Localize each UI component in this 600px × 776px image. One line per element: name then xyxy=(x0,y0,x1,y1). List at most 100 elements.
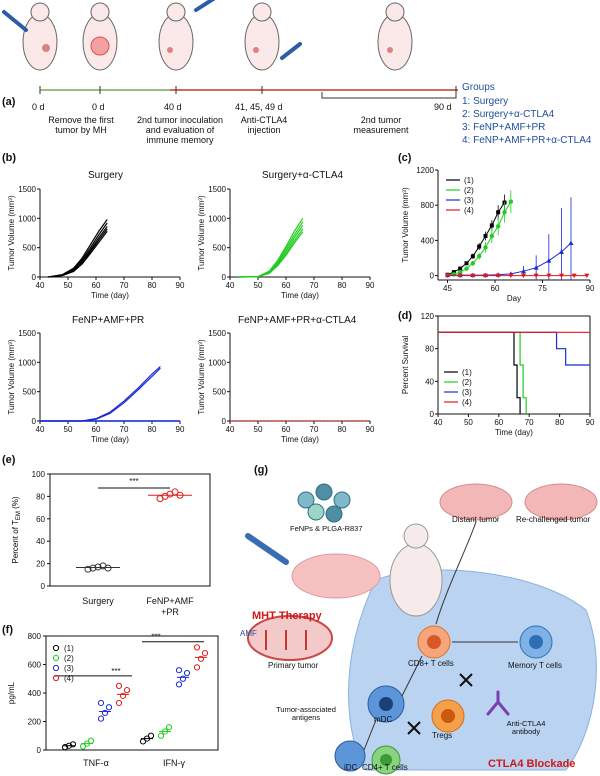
data-point xyxy=(175,667,183,674)
data-point xyxy=(483,245,488,250)
label-memory-t-cells: Memory T cells xyxy=(508,661,562,670)
x-tick-label: 70 xyxy=(310,281,319,290)
y-tick-label: 1500 xyxy=(18,185,36,194)
data-point xyxy=(197,655,205,662)
data-point xyxy=(568,240,574,246)
data-point xyxy=(115,699,123,707)
x-tick-label: 80 xyxy=(148,425,157,434)
legend-swatch xyxy=(52,664,60,672)
data-point xyxy=(87,737,95,744)
significance-label: *** xyxy=(151,633,160,642)
legend-label: (3) xyxy=(464,196,474,205)
x-tick-label: 90 xyxy=(586,418,595,427)
series-line xyxy=(48,226,108,278)
series-line xyxy=(40,365,161,422)
data-point xyxy=(104,564,112,572)
legend-label: (3) xyxy=(64,664,74,673)
data-point xyxy=(533,265,539,270)
y-axis-label: Percent Survival xyxy=(401,336,410,394)
x-tick-label: 60 xyxy=(92,425,101,434)
x-tick-label: 40 xyxy=(226,281,235,290)
chart-f: 0 200 400 600 800 pg/mL *** *** (1)(2)(3)(4) TNF-… xyxy=(7,632,219,768)
data-point xyxy=(123,687,131,694)
legend-swatch xyxy=(52,644,60,652)
y-tick-label: 400 xyxy=(421,236,435,245)
legend-swatch xyxy=(52,654,60,662)
data-point xyxy=(147,732,155,739)
data-point xyxy=(165,724,173,731)
y-tick-label: 1500 xyxy=(18,329,36,338)
data-point xyxy=(489,223,494,228)
y-axis-label: Tumor Volume (mm³) xyxy=(7,339,16,415)
series-line xyxy=(447,202,505,276)
label-distant-tumor: Distant tumor xyxy=(452,515,500,524)
group-2: 2: Surgery+α-CTLA4 xyxy=(462,109,555,120)
data-point xyxy=(83,740,91,747)
timeline-day-90: 90 d xyxy=(434,102,452,112)
x-tick-label: 80 xyxy=(338,281,347,290)
data-point xyxy=(176,491,184,499)
y-tick-label: 0 xyxy=(222,417,227,426)
label-tregs: Tregs xyxy=(432,731,453,740)
legend-swatch xyxy=(52,674,60,682)
category-label: TNF-α xyxy=(83,758,109,768)
label-amf: AMF xyxy=(240,629,257,638)
x-tick-label: 50 xyxy=(254,425,263,434)
step-remove-tumor: Remove the first tumor by MH xyxy=(48,115,114,135)
data-point xyxy=(470,261,476,266)
step-2nd-measurement: 2nd tumor measurement xyxy=(353,115,409,135)
legend-label: (4) xyxy=(64,674,74,683)
data-point xyxy=(171,488,179,496)
label-cd8-t-cells: CD8+ T cells xyxy=(408,659,454,668)
data-point xyxy=(79,743,87,750)
y-tick-label: 20 xyxy=(36,560,45,569)
data-point xyxy=(179,675,187,682)
label-anti-ctla4-antibody: Anti-CTLA4 antibody xyxy=(506,719,546,737)
x-tick-label: 40 xyxy=(226,425,235,434)
x-tick-label: 80 xyxy=(148,281,157,290)
treg-icon xyxy=(431,699,465,733)
data-point xyxy=(470,254,475,259)
y-tick-label: 500 xyxy=(213,388,227,397)
y-tick-label: 0 xyxy=(41,582,46,591)
x-tick-label: 80 xyxy=(555,418,564,427)
data-point xyxy=(559,273,564,279)
rechallenged-tumor-shape xyxy=(524,483,598,521)
y-tick-label: 120 xyxy=(421,312,435,321)
x-tick-label: 90 xyxy=(586,284,595,293)
panel-e-label: (e) xyxy=(2,454,16,466)
x-tick-label: 60 xyxy=(491,284,500,293)
x-tick-label: 40 xyxy=(36,281,45,290)
data-point xyxy=(69,741,77,748)
x-tick-label: 60 xyxy=(282,425,291,434)
chart-b3-title: FeNP+AMF+PR xyxy=(72,315,145,326)
x-axis-label: Time (day) xyxy=(281,435,319,444)
x-tick-label: 60 xyxy=(494,418,503,427)
label-mdc: mDC xyxy=(374,715,393,724)
x-tick-label: 70 xyxy=(310,425,319,434)
data-point xyxy=(119,692,127,699)
data-point xyxy=(458,266,463,271)
data-point xyxy=(115,682,123,689)
label-idc: iDC xyxy=(344,763,358,772)
legend-label: (2) xyxy=(462,378,472,387)
label-cd4-t-cells: CD4+ T cells xyxy=(362,763,408,772)
data-point xyxy=(495,273,501,279)
group-4: 4: FeNP+AMF+PR+α-CTLA4 xyxy=(462,135,592,146)
x-tick-label: 50 xyxy=(64,281,73,290)
data-point xyxy=(521,268,526,274)
legend-label: (1) xyxy=(464,176,474,185)
data-point xyxy=(476,254,482,259)
y-tick-label: 1000 xyxy=(18,214,36,223)
data-point xyxy=(502,210,507,215)
x-tick-label: 90 xyxy=(176,281,185,290)
data-point xyxy=(89,564,97,572)
panel-a-label: (a) xyxy=(2,96,16,108)
data-point xyxy=(84,565,92,573)
y-axis-label: Tumor Volume (mm³) xyxy=(401,187,410,263)
x-tick-label: 40 xyxy=(434,418,443,427)
x-tick-label: 90 xyxy=(366,281,375,290)
idc-icon xyxy=(334,740,366,772)
